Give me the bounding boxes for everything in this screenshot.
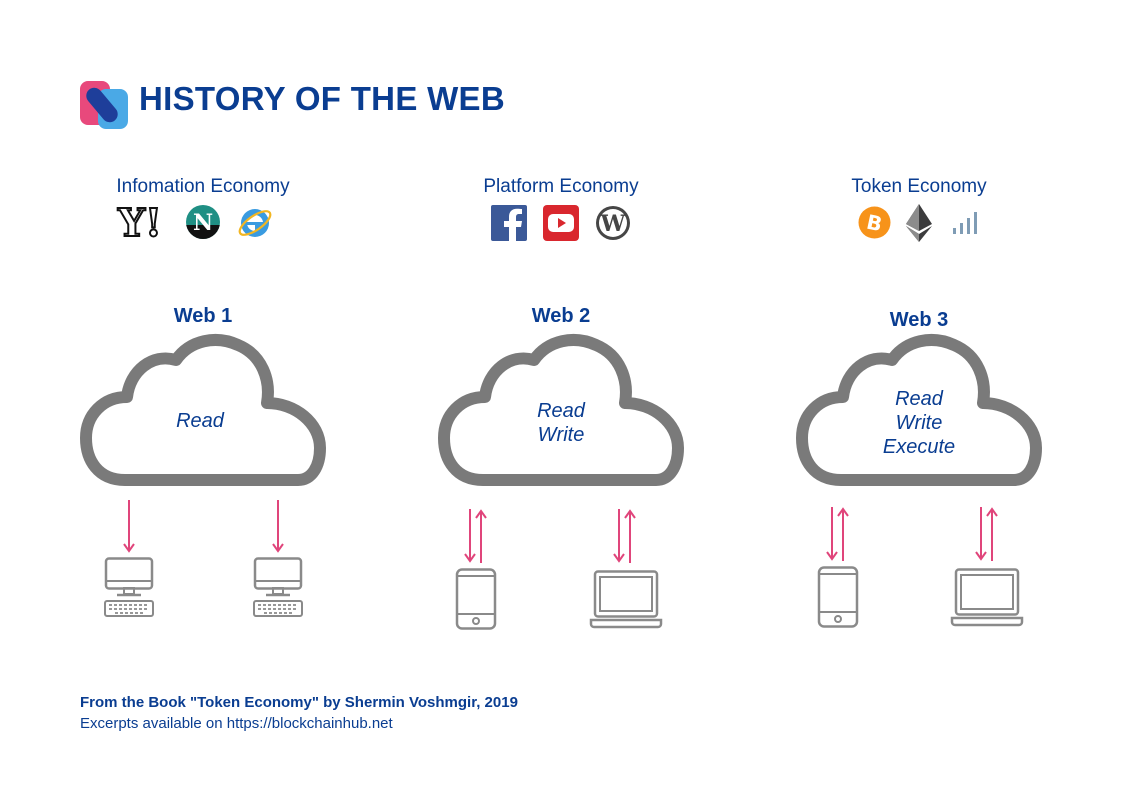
web2-label: Web 2	[531, 305, 591, 327]
smartphone-icon	[817, 566, 859, 628]
web3-label: Web 3	[889, 309, 949, 331]
source-citation: From the Book "Token Economy" by Shermin…	[80, 694, 518, 711]
desktop-computer-icon	[104, 557, 154, 617]
web2-capabilities: Read Write	[461, 399, 661, 447]
web2-cloud-icon	[438, 334, 684, 486]
youtube-icon	[543, 205, 579, 241]
capability-write: Write	[537, 424, 585, 446]
web1-cloud-icon	[80, 334, 326, 486]
bidirectional-arrows-icon	[464, 509, 487, 563]
web3-cloud-icon	[796, 334, 1042, 486]
capability-write: Write	[895, 412, 943, 434]
bitcoin-icon: B	[858, 206, 891, 239]
svg-text:B: B	[864, 210, 884, 237]
facebook-icon	[491, 205, 527, 241]
brand-logo-icon	[80, 81, 128, 129]
laptop-icon	[589, 570, 663, 629]
economy-label-information: Infomation Economy	[116, 176, 290, 197]
netscape-icon: N	[185, 205, 221, 240]
ethereum-icon	[906, 204, 932, 242]
web1-capabilities: Read	[100, 409, 300, 433]
svg-text:W: W	[600, 211, 626, 237]
svg-text:Y!: Y!	[117, 200, 162, 245]
bidirectional-arrows-icon	[975, 507, 998, 561]
internet-explorer-icon	[238, 209, 272, 237]
excerpts-note: Excerpts available on https://blockchain…	[80, 715, 393, 732]
capability-read: Read	[176, 410, 224, 432]
smartphone-icon	[455, 568, 497, 630]
economy-label-token: Token Economy	[851, 176, 987, 197]
economy-label-platform: Platform Economy	[483, 176, 639, 197]
capability-execute: Execute	[882, 436, 956, 458]
arrow-down-icon	[123, 500, 135, 553]
capability-read: Read	[895, 388, 943, 410]
web3-capabilities: Read Write Execute	[819, 387, 1019, 459]
yahoo-icon: Y!	[116, 199, 163, 246]
laptop-icon	[950, 568, 1024, 627]
capability-read: Read	[537, 400, 585, 422]
bidirectional-arrows-icon	[613, 509, 636, 563]
page-title: HISTORY OF THE WEB	[139, 80, 505, 117]
web1-label: Web 1	[173, 305, 233, 327]
desktop-computer-icon	[253, 557, 303, 617]
signal-bars-icon	[953, 212, 977, 234]
wordpress-icon: W	[596, 206, 630, 240]
svg-text:N: N	[193, 210, 213, 236]
arrow-down-icon	[272, 500, 284, 553]
bidirectional-arrows-icon	[826, 507, 849, 561]
